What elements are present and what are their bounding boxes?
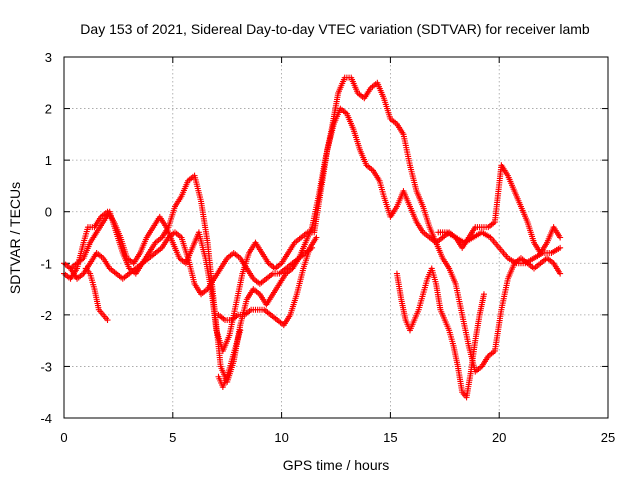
y-tick-label: -1 [40,256,52,271]
plot-frame [63,56,609,419]
data-point [557,244,564,251]
y-tick-labels: -4 -3 -2 -1 0 1 2 3 [40,50,52,426]
data-point [557,270,564,277]
axis-ticks [63,56,609,419]
y-tick-label: 2 [45,102,52,117]
y-tick-label: -3 [40,359,52,374]
x-tick-label: 20 [492,430,506,445]
y-tick-label: 1 [45,153,52,168]
data-points [61,74,564,401]
series-track-8 [435,229,564,267]
series-track-4 [82,265,111,324]
y-tick-label: 0 [45,205,52,220]
x-tick-labels: 0 5 10 15 20 25 [60,430,615,445]
x-tick-label: 15 [383,430,397,445]
data-point [557,234,564,241]
x-tick-label: 25 [601,430,615,445]
y-tick-label: 3 [45,50,52,65]
x-tick-label: 5 [169,430,176,445]
y-tick-label: -4 [40,411,52,426]
series-track-3 [67,229,316,298]
x-tick-label: 0 [60,430,67,445]
data-point [237,327,244,334]
x-tick-label: 10 [274,430,288,445]
y-axis-label: SDTVAR / TECUs [7,182,23,294]
series-track-6 [215,234,320,329]
data-point [104,317,111,324]
series-track-7 [393,265,487,401]
series-track-5 [215,327,244,391]
data-point [480,291,487,298]
x-axis-label: GPS time / hours [283,457,390,473]
data-point [313,234,320,241]
chart-title: Day 153 of 2021, Sidereal Day-to-day VTE… [80,21,590,37]
y-tick-label: -2 [40,308,52,323]
